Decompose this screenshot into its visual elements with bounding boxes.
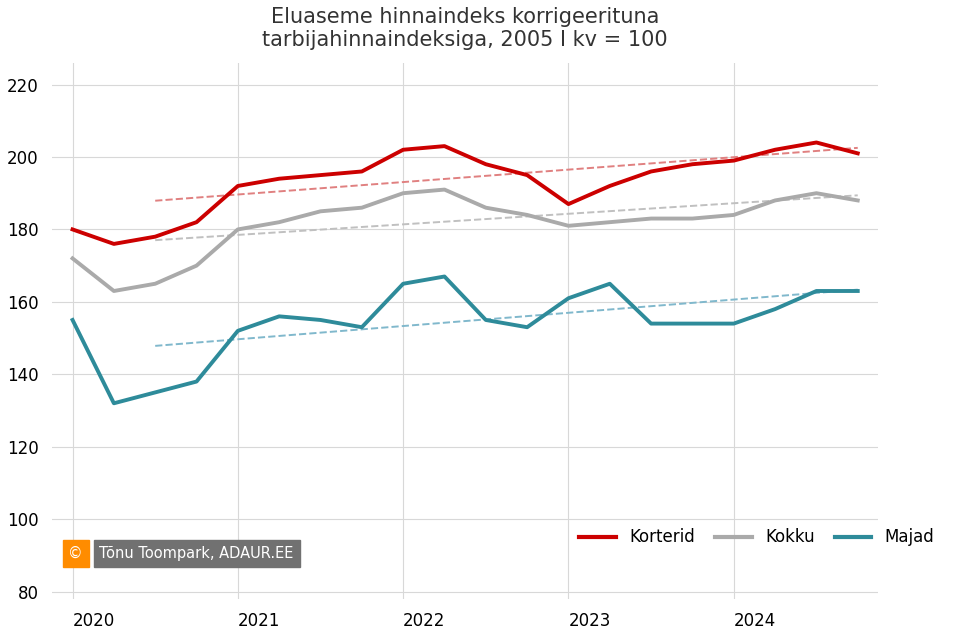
Text: Tõnu Toompark, ADAUR.EE: Tõnu Toompark, ADAUR.EE bbox=[99, 546, 293, 561]
Title: Eluaseme hinnaindeks korrigeerituna
tarbijahinnaindeksiga, 2005 I kv = 100: Eluaseme hinnaindeks korrigeerituna tarb… bbox=[262, 7, 668, 50]
Text: ©: © bbox=[68, 546, 83, 561]
Legend: Korterid, Kokku, Majad: Korterid, Kokku, Majad bbox=[572, 522, 941, 553]
